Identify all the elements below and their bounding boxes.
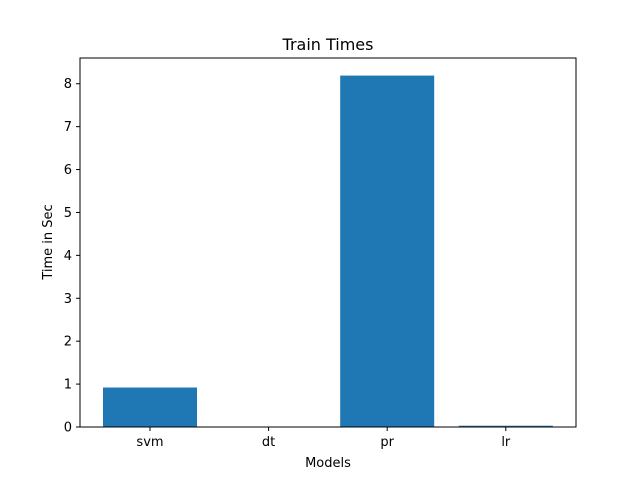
y-tick-label-8: 8	[64, 77, 72, 92]
y-tick-label-5: 5	[64, 206, 72, 221]
bar-svm	[103, 387, 197, 427]
y-axis-label: Time in Sec	[41, 204, 56, 280]
bar-pr	[340, 75, 435, 427]
y-tick-label-0: 0	[64, 421, 72, 436]
y-axis: 0 1 2 3 4 5 6 7 8	[64, 77, 80, 436]
y-tick-label-4: 4	[64, 249, 72, 264]
x-tick-label-lr: lr	[501, 435, 511, 450]
bar-lr	[458, 425, 553, 427]
y-tick-label-3: 3	[64, 292, 72, 307]
chart-title: Train Times	[282, 35, 374, 54]
y-tick-label-7: 7	[64, 120, 72, 135]
x-axis-label: Models	[305, 456, 351, 471]
x-axis: svm dt pr lr	[136, 427, 511, 450]
x-tick-label-pr: pr	[380, 435, 394, 450]
x-tick-label-svm: svm	[136, 435, 163, 450]
y-tick-label-2: 2	[64, 335, 72, 350]
y-tick-label-6: 6	[64, 163, 72, 178]
bars-group	[103, 75, 553, 427]
plot-frame	[79, 57, 577, 428]
x-tick-label-dt: dt	[262, 435, 275, 450]
y-tick-label-1: 1	[64, 378, 72, 393]
